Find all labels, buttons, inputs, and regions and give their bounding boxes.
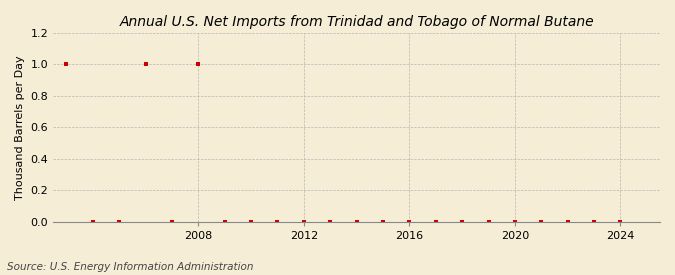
Title: Annual U.S. Net Imports from Trinidad and Tobago of Normal Butane: Annual U.S. Net Imports from Trinidad an…	[119, 15, 594, 29]
Y-axis label: Thousand Barrels per Day: Thousand Barrels per Day	[15, 55, 25, 200]
Text: Source: U.S. Energy Information Administration: Source: U.S. Energy Information Administ…	[7, 262, 253, 272]
